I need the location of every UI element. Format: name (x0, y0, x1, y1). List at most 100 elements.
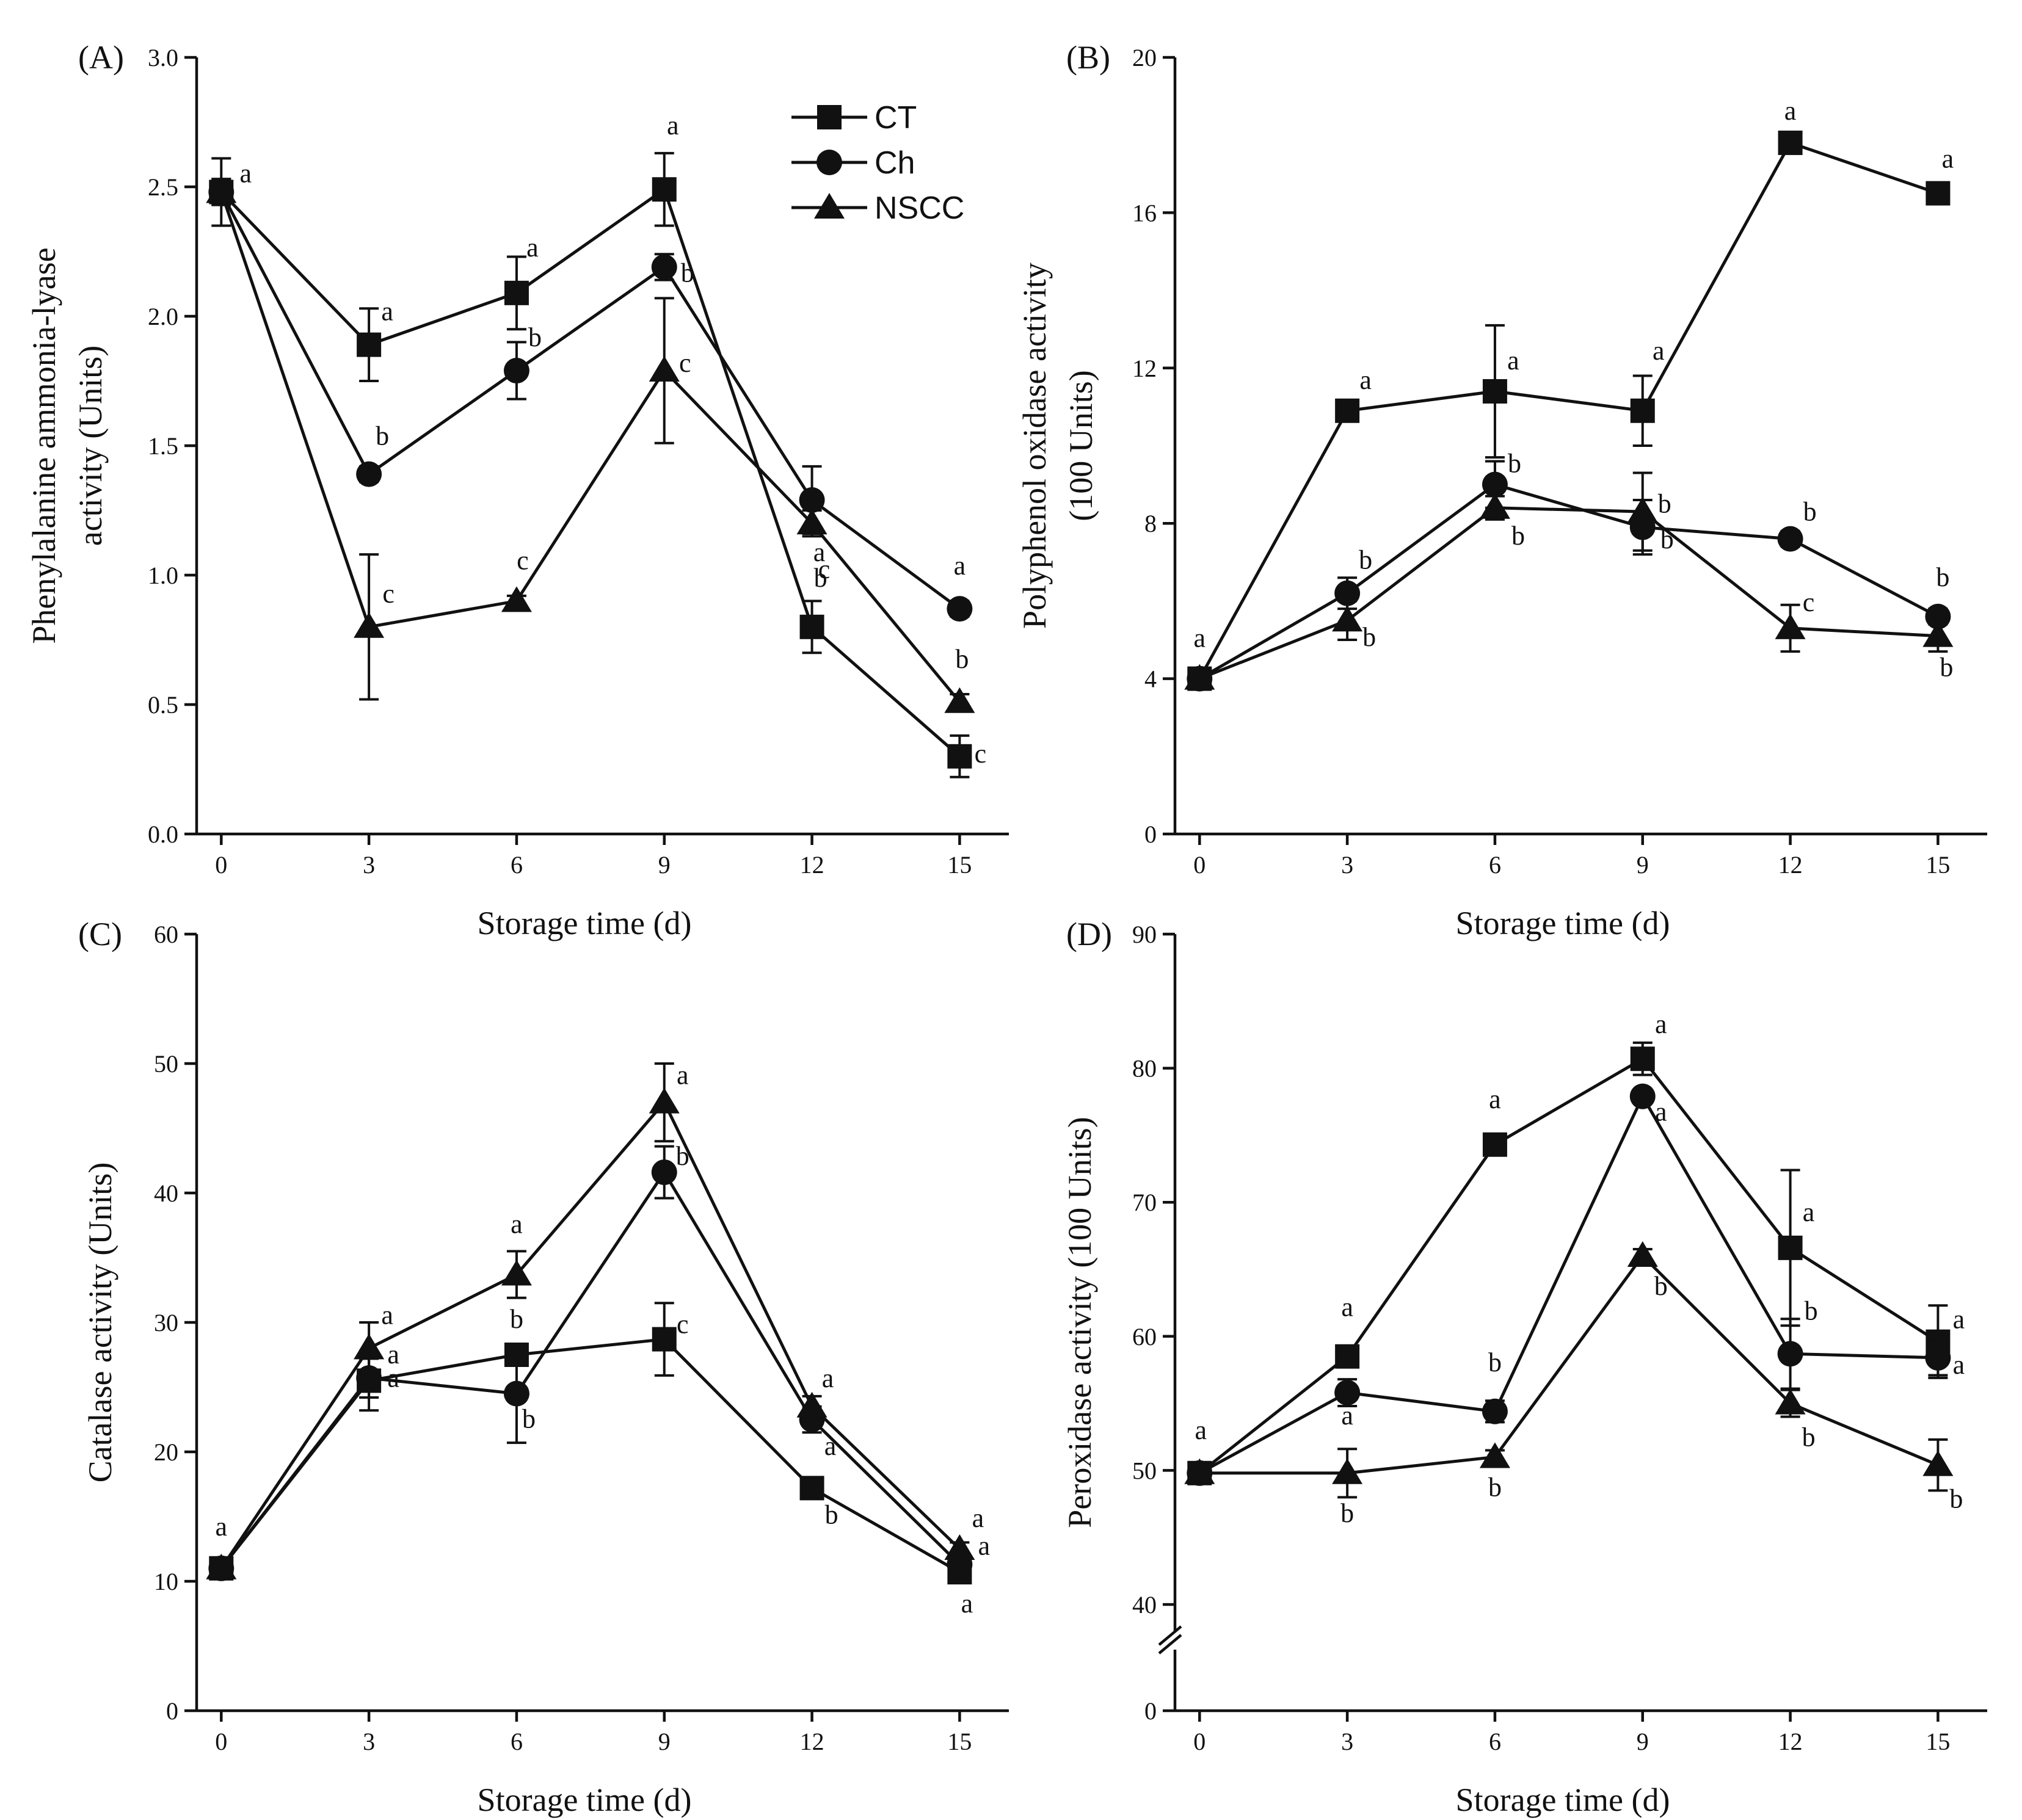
significance-letter: b (825, 1499, 838, 1529)
x-tick-label: 9 (1637, 851, 1649, 879)
circle-marker (651, 1159, 677, 1186)
triangle-marker (1627, 1241, 1658, 1267)
y-axis-label: activity (Units) (72, 346, 109, 546)
x-tick-label: 6 (511, 1728, 523, 1755)
x-tick-label: 12 (800, 1728, 824, 1755)
legend-label: NSCC (875, 190, 964, 226)
triangle-marker (796, 509, 827, 535)
triangle-marker (1627, 497, 1658, 523)
significance-letter: b (1488, 1472, 1502, 1502)
significance-letter: a (1803, 1197, 1815, 1227)
square-marker (1778, 1235, 1803, 1260)
triangle-marker (501, 586, 532, 612)
y-axis-label: Catalase activity (Units) (82, 1162, 118, 1483)
significance-letter: a (387, 1363, 399, 1393)
x-tick-label: 12 (1778, 1728, 1803, 1755)
significance-letter: a (972, 1503, 984, 1533)
y-tick-label: 2.0 (148, 303, 178, 330)
y-tick-label: 12 (1132, 355, 1157, 382)
triangle-marker (1775, 1388, 1806, 1415)
y-tick-label: 3.0 (148, 44, 178, 71)
circle-marker (503, 1380, 529, 1407)
significance-letter: a (526, 233, 539, 263)
square-marker (357, 332, 382, 357)
series-ct: a a a a a a (1187, 96, 1954, 691)
y-tick-label: 20 (154, 1438, 178, 1466)
triangle-marker (354, 612, 385, 638)
significance-letter: b (1654, 1271, 1668, 1301)
y-tick-label: 0 (1144, 1697, 1157, 1725)
series-line (1198, 1056, 1939, 1474)
significance-letter: a (381, 1300, 393, 1330)
x-tick-label: 15 (1926, 1728, 1950, 1755)
panel-label: (D) (1066, 916, 1112, 952)
significance-letter: a (954, 551, 966, 581)
y-axis-label: (100 Units) (1063, 370, 1099, 521)
significance-letter: a (1655, 1097, 1667, 1127)
chart-panel-c: 0 10 20 30 40 50 60 0 3 6 9 12 15 Storage time (d) Cat… (78, 916, 1009, 1818)
triangle-marker (501, 1260, 532, 1286)
square-marker (1926, 181, 1951, 206)
significance-letter: c (975, 739, 987, 769)
significance-letter: a (822, 1363, 834, 1393)
y-axis-label: Polyphenol oxidase activity (1016, 263, 1053, 629)
significance-letter: a (1784, 96, 1797, 126)
circle-marker (1482, 1398, 1508, 1424)
y-tick-label: 0.5 (148, 691, 178, 719)
y-tick-label: 40 (1132, 1591, 1157, 1619)
significance-letter: b (681, 258, 694, 288)
significance-letter: b (528, 322, 542, 352)
significance-letter: b (1508, 449, 1521, 479)
y-tick-label: 60 (1132, 1323, 1157, 1350)
series-nscc: bb bcb (1184, 471, 1954, 690)
significance-letter: b (510, 1304, 523, 1334)
y-axis-label: Peroxidase activity (100 Units) (1061, 1117, 1098, 1528)
significance-letter: b (376, 421, 389, 451)
significance-letter: a (824, 1431, 837, 1461)
significance-letter: b (1340, 1498, 1354, 1528)
y-tick-label: 0 (1144, 821, 1157, 848)
significance-letter: a (1341, 1292, 1353, 1322)
square-marker (1482, 379, 1507, 404)
significance-letter: b (522, 1404, 536, 1434)
square-marker (1778, 130, 1803, 155)
significance-letter: b (1805, 1296, 1818, 1325)
series-line (1199, 482, 1939, 680)
significance-letter: a (1653, 336, 1665, 366)
triangle-marker (649, 356, 680, 382)
y-tick-label: 50 (154, 1050, 178, 1078)
legend-label: CT (875, 100, 917, 136)
x-tick-label: 3 (363, 851, 375, 879)
triangle-marker (649, 1087, 680, 1114)
circle-marker (1777, 526, 1803, 552)
panel-label: (C) (78, 916, 122, 952)
significance-letter: a (1489, 1084, 1501, 1114)
y-tick-label: 4 (1144, 665, 1157, 693)
triangle-marker (1922, 1450, 1954, 1476)
y-tick-label: 20 (1132, 44, 1157, 71)
x-tick-label: 15 (947, 1728, 972, 1755)
triangle-marker (796, 1391, 827, 1418)
circle-marker (1334, 580, 1361, 606)
triangle-marker (1332, 606, 1363, 632)
triangle-marker (944, 687, 975, 713)
significance-letter: a (511, 1209, 523, 1239)
y-tick-label: 16 (1132, 199, 1157, 227)
x-axis-label: Storage time (d) (1456, 1782, 1670, 1818)
series-nscc: b b b b b (1184, 1241, 1963, 1528)
x-tick-label: 6 (1489, 1728, 1501, 1755)
significance-letter: c (1803, 587, 1815, 617)
legend: CT Ch NSCC (791, 100, 964, 226)
x-axis-label: Storage time (d) (478, 905, 692, 941)
significance-letter: b (1362, 622, 1376, 652)
x-tick-label: 0 (215, 851, 227, 879)
square-marker (652, 1327, 677, 1352)
series-line (1199, 506, 1938, 680)
significance-letter: a (1953, 1350, 1965, 1380)
significance-letter: c (679, 348, 691, 378)
y-tick-label: 1.5 (148, 432, 178, 460)
y-tick-label: 70 (1132, 1189, 1157, 1216)
triangle-marker (1479, 493, 1510, 519)
significance-letter: b (1936, 562, 1949, 592)
series-ct: aab cba (209, 1302, 973, 1619)
